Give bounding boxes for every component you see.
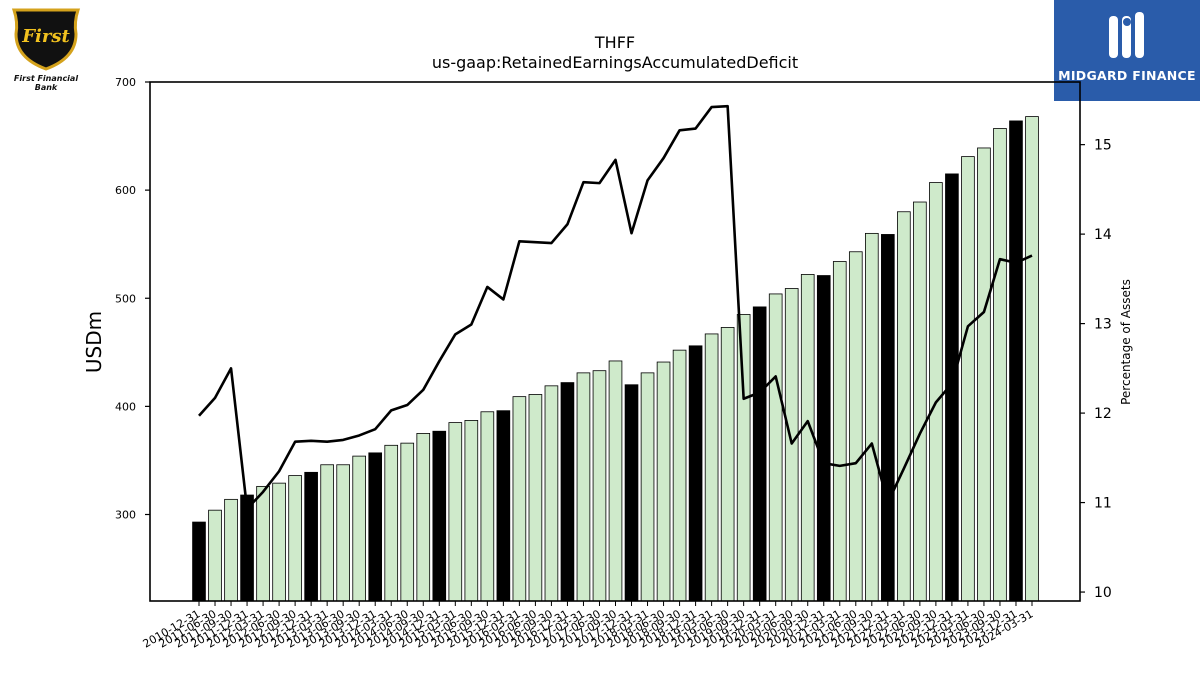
bank-logo-caption: First Financial Bank <box>13 74 79 92</box>
bar <box>480 411 495 602</box>
line-series <box>198 104 1033 511</box>
y-tick-label: 400 <box>115 400 136 413</box>
bar <box>897 211 911 602</box>
y2-tick-label: 11 <box>1094 496 1112 512</box>
bar <box>192 521 206 602</box>
y2-tick-label: 15 <box>1094 138 1112 154</box>
midgard-logo: MIDGARD FINANCE <box>1054 0 1200 101</box>
bar <box>432 430 447 602</box>
bar <box>224 498 238 602</box>
bank-logo-mark: First <box>21 26 70 47</box>
y2-tick-label: 12 <box>1094 406 1112 422</box>
bar <box>1009 120 1023 602</box>
bar <box>752 306 767 602</box>
chart-subtitle: us-gaap:RetainedEarningsAccumulatedDefic… <box>432 53 798 72</box>
bar <box>768 293 783 602</box>
y-tick-label: 500 <box>115 292 136 305</box>
bar <box>240 494 254 602</box>
y2-tick-label: 10 <box>1094 585 1112 601</box>
bar <box>400 442 415 602</box>
bar <box>881 234 895 602</box>
bar <box>592 370 607 602</box>
bar <box>736 314 751 602</box>
bar <box>576 372 591 602</box>
bar <box>865 232 879 602</box>
bar <box>448 422 463 602</box>
bar <box>848 251 863 602</box>
y2-tick-label: 14 <box>1094 227 1112 243</box>
bar <box>961 156 975 602</box>
bar <box>913 201 927 602</box>
bar <box>544 385 559 602</box>
bar <box>672 349 687 602</box>
bar <box>256 485 270 602</box>
bar <box>560 382 575 602</box>
shield-icon: First <box>11 8 81 71</box>
y-tick-label: 300 <box>115 509 136 522</box>
bank-logo: First First Financial Bank <box>4 6 88 92</box>
midgard-mark-icon <box>1109 12 1144 58</box>
bar <box>624 384 639 602</box>
bar <box>1025 116 1039 602</box>
bar <box>352 455 366 602</box>
axes: 3004005006007001011121314152010-12-31201… <box>115 76 1112 651</box>
bar <box>496 410 511 602</box>
y2-tick-label: 13 <box>1094 317 1112 333</box>
y-tick-label: 600 <box>115 184 136 197</box>
bar <box>977 147 991 602</box>
bar <box>640 372 655 602</box>
bar <box>288 475 302 602</box>
midgard-logo-caption: MIDGARD FINANCE <box>1058 68 1196 83</box>
bar-series <box>192 116 1039 602</box>
y-tick-label: 700 <box>115 76 136 89</box>
percentage-line <box>198 104 1033 511</box>
bar <box>993 128 1007 602</box>
bar <box>832 261 847 602</box>
bar <box>929 182 943 602</box>
bar <box>384 444 399 602</box>
y2-axis-label: Percentage of Assets <box>1119 279 1133 405</box>
bar <box>528 394 543 602</box>
bar <box>304 471 318 602</box>
bar <box>720 327 735 602</box>
bar <box>704 333 719 602</box>
bar <box>336 464 350 602</box>
bar <box>416 433 431 602</box>
bar <box>608 360 623 602</box>
bar <box>272 482 286 602</box>
bar <box>368 452 383 602</box>
bar <box>800 274 815 602</box>
bar <box>512 396 527 602</box>
y-axis-label: USDm <box>82 311 106 373</box>
bar <box>464 420 479 602</box>
bar <box>320 464 334 602</box>
bar <box>816 275 831 602</box>
chart-title: THFF <box>594 33 635 52</box>
bar <box>656 361 671 602</box>
bar <box>688 345 703 602</box>
bar <box>208 509 222 602</box>
